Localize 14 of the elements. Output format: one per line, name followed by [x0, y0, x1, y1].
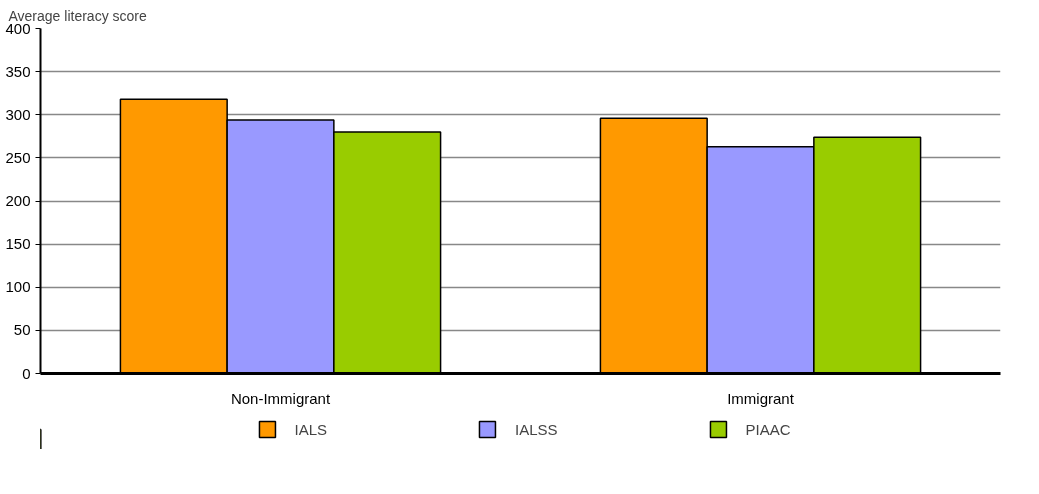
x-tick-label: Non-Immigrant [230, 389, 331, 407]
legend-label: IALS [294, 420, 327, 438]
y-tick-label: 150 [5, 235, 31, 253]
y-tick-label: 100 [5, 278, 31, 296]
y-axis-title: Average literacy score [8, 7, 147, 24]
x-tick-label: Immigrant [727, 389, 795, 407]
y-tick-label: 300 [5, 105, 31, 123]
y-tick-label: 50 [13, 321, 31, 339]
y-tick-label: 350 [5, 62, 31, 80]
y-tick-label: 250 [5, 148, 31, 166]
y-tick-label: 200 [5, 192, 31, 209]
legend-label: IALSS [514, 420, 558, 438]
legend-label: PIAAC [745, 420, 791, 438]
y-tick-label: 0 [22, 364, 31, 382]
